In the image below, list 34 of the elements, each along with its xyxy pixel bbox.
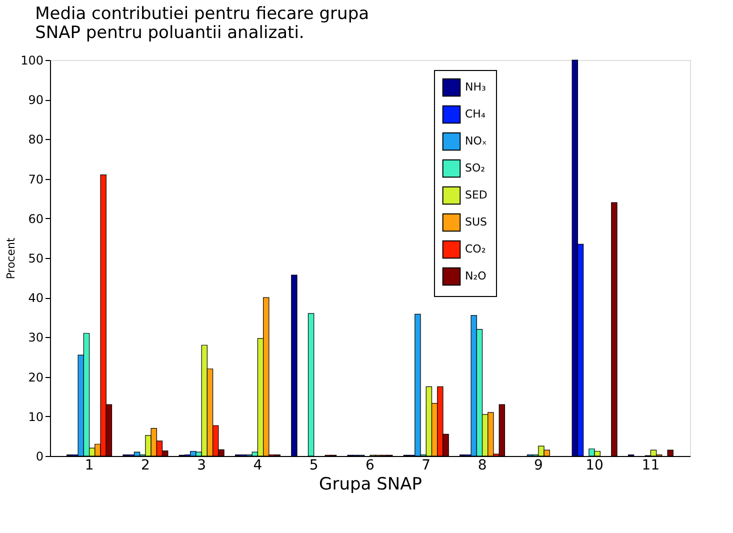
y-tick-label: 80	[28, 132, 44, 147]
y-tick-label: 90	[28, 93, 44, 108]
x-tick-label: 3	[197, 458, 206, 474]
y-tick-label: 100	[20, 54, 44, 68]
x-tick-label: 7	[422, 458, 431, 474]
y-tick-label: 60	[28, 212, 44, 226]
y-tick-label: 40	[28, 291, 44, 306]
text: Media contributiei pentru fiecare grupa	[35, 4, 370, 24]
legend-label: N₂O	[465, 270, 487, 282]
legend-label: NOₓ	[465, 134, 487, 148]
x-tick-label: 9	[534, 458, 543, 474]
y-tick-label: 20	[28, 370, 44, 384]
x-tick-label: 4	[253, 458, 262, 474]
x-tick-label: 10	[586, 458, 604, 474]
y-tick-label: 70	[28, 172, 44, 186]
x-axis-title: Grupa SNAP	[319, 474, 422, 494]
legend-label: NH₃	[465, 80, 486, 94]
legend-label: SO₂	[465, 162, 486, 174]
y-tick-label: 0	[36, 450, 44, 464]
x-tick-label: 8	[478, 458, 487, 474]
y-tick-label: 10	[28, 410, 44, 424]
y-tick-label: 50	[28, 252, 44, 266]
x-tick-label: 1	[84, 458, 94, 474]
x-tick-label: 2	[140, 458, 150, 474]
legend-label: SUS	[465, 216, 488, 228]
y-axis-title: Procent	[4, 237, 18, 280]
x-tick-label: 11	[642, 458, 660, 474]
text: SNAP pentru poluantii analizati.	[35, 23, 304, 43]
x-tick-label: 6	[366, 458, 375, 474]
legend-label: CO₂	[465, 242, 486, 256]
y-tick-label: 30	[28, 330, 44, 345]
legend-label: CH₄	[465, 108, 486, 120]
legend-label: SED	[465, 188, 488, 202]
x-tick-label: 5	[309, 458, 318, 474]
